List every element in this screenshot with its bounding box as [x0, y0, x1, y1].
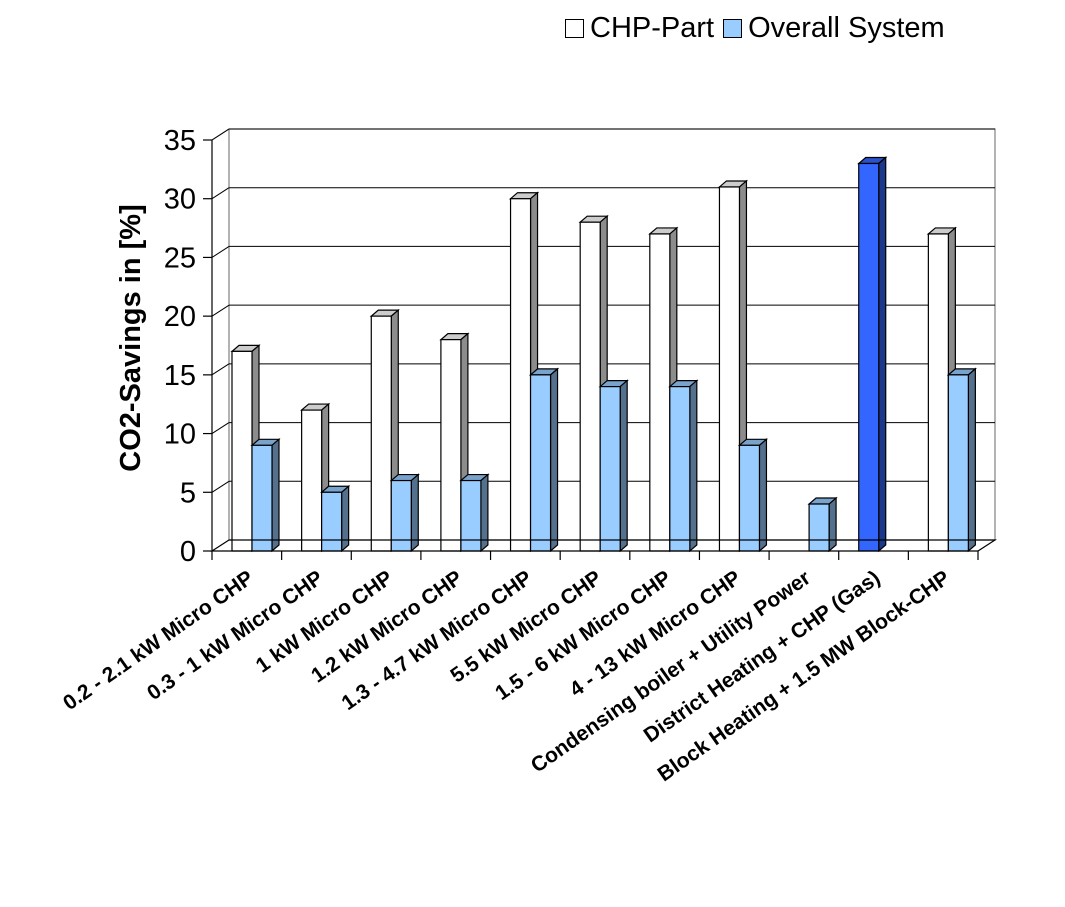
gridline-depth	[211, 246, 230, 258]
bar-chp-part-7	[718, 186, 741, 552]
gridline-depth	[211, 480, 230, 493]
legend-swatch-overall-system	[723, 19, 743, 38]
bar-overall-system-5	[599, 386, 621, 552]
bar-chp-part-0	[231, 350, 253, 552]
legend-item-overall-system: Overall System	[723, 12, 945, 45]
y-tick-label: 35	[164, 125, 196, 157]
bar-overall-system-10-side	[967, 367, 976, 553]
gridline-depth	[211, 363, 230, 376]
legend-label-overall-system: Overall System	[748, 12, 945, 44]
bar-overall-system-1	[321, 491, 343, 552]
y-tick-label: 10	[164, 419, 196, 451]
bar-overall-system-0	[251, 444, 273, 552]
bar-overall-system-4-side	[549, 367, 559, 553]
gridline-depth	[211, 187, 230, 200]
gridline-depth	[211, 128, 230, 141]
gridline-depth	[211, 304, 230, 317]
bar-overall-system-5-side	[619, 379, 628, 553]
bar-overall-system-8	[808, 503, 830, 552]
plot-floor	[209, 539, 998, 552]
bars-layer	[230, 156, 977, 553]
bar-chp-part-6	[649, 233, 671, 552]
bar-chp-part-3	[440, 339, 462, 552]
y-axis-label: CO2-Savings in [%]	[115, 204, 147, 472]
bar-overall-system-7	[738, 444, 761, 552]
gridline-depth	[211, 422, 230, 434]
y-tick-label: 0	[180, 536, 196, 568]
y-tick-label: 30	[164, 184, 196, 216]
bar-overall-system-4	[529, 374, 552, 552]
y-tick-label: 15	[164, 360, 196, 392]
legend-item-chp-part: CHP-Part	[565, 12, 714, 45]
bar-chp-part-10	[927, 233, 949, 552]
bar-chp-part-5	[579, 221, 601, 552]
bar-overall-system-7-side	[758, 438, 768, 553]
bar-overall-system-6	[669, 386, 691, 552]
bar-chp-part-2	[370, 315, 392, 552]
bar-overall-system-1-side	[341, 484, 350, 553]
y-tick-label: 5	[180, 477, 196, 509]
bar-overall-system-0-side	[271, 438, 280, 553]
bar-overall-system-6-side	[689, 379, 698, 553]
legend: CHP-Part Overall System	[565, 12, 954, 45]
y-tick-label: 25	[164, 242, 196, 274]
bar-chp-part-9-side	[878, 156, 887, 553]
legend-swatch-chp-part	[565, 19, 584, 38]
bar-overall-system-8-side	[828, 496, 837, 553]
bar-chp-part-1	[301, 409, 323, 552]
y-tick-label: 20	[164, 301, 196, 333]
bar-chp-part-4	[509, 198, 532, 552]
bar-overall-system-10	[947, 374, 969, 552]
bar-chp-part-9	[858, 162, 880, 552]
legend-label-chp-part: CHP-Part	[590, 12, 715, 44]
axes-layer	[203, 139, 998, 560]
